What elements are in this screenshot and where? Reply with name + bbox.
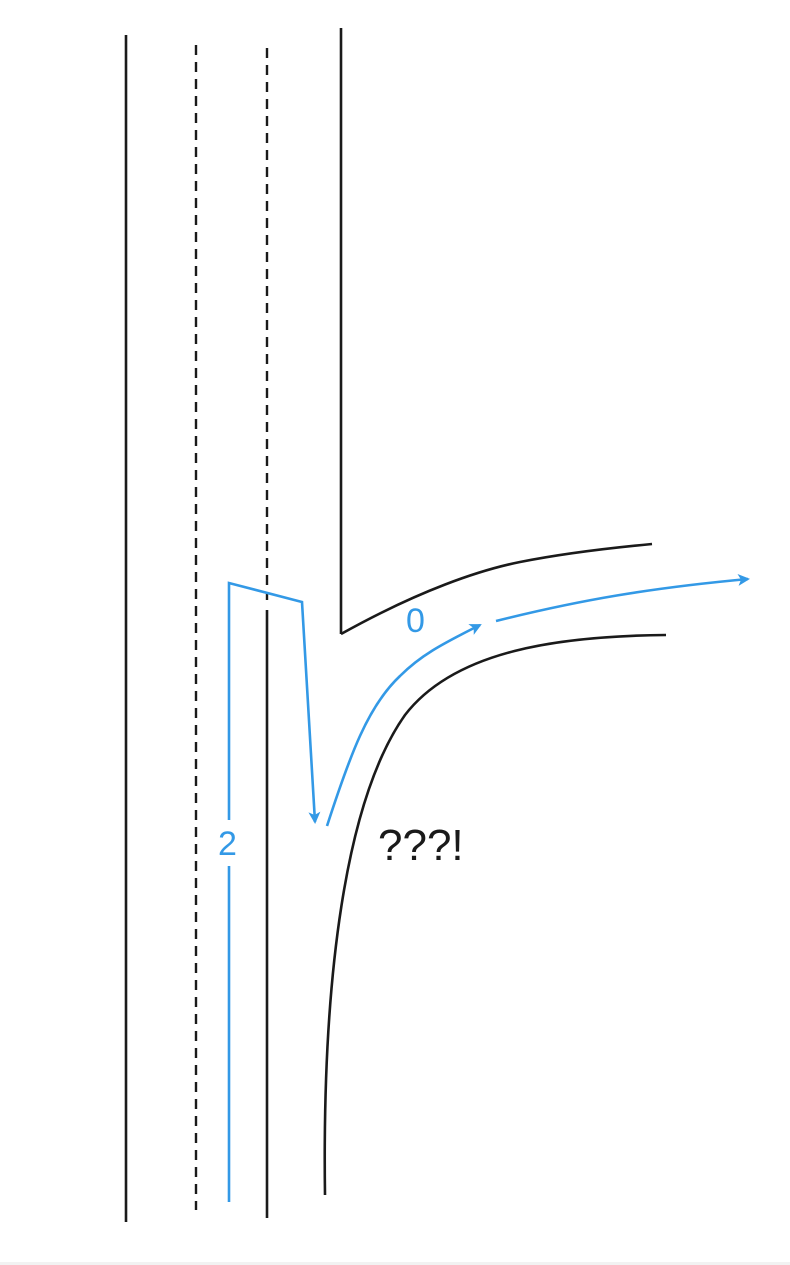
route-2-path	[227, 581, 315, 1202]
branch-upper-curve-edge	[340, 542, 653, 636]
route-0-curve	[325, 623, 482, 827]
route-0-exit	[495, 573, 750, 623]
branch-lower-curve-edge	[323, 633, 667, 1196]
route-0-label: 0	[406, 602, 425, 640]
annotation-text: ???!	[378, 821, 464, 870]
route-2-label: 2	[218, 825, 237, 863]
bottom-border	[0, 1262, 790, 1265]
